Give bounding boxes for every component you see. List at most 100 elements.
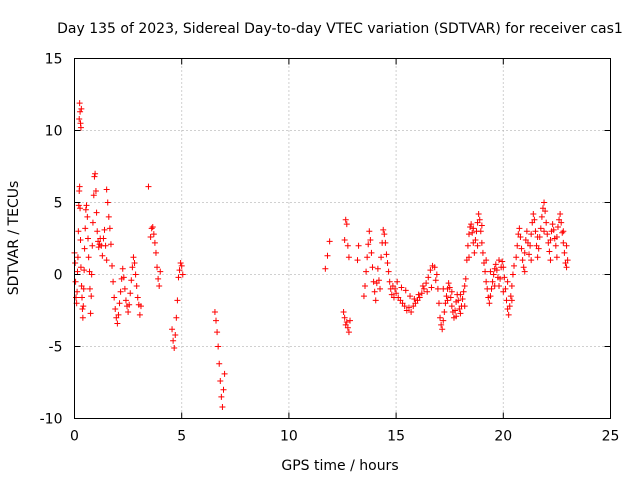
data-point xyxy=(179,271,186,278)
data-point xyxy=(509,271,516,278)
data-point xyxy=(490,271,497,278)
data-point xyxy=(564,257,571,264)
data-point xyxy=(360,293,367,300)
data-point xyxy=(478,239,485,246)
data-point xyxy=(407,293,414,300)
data-point xyxy=(74,268,81,275)
data-point xyxy=(497,275,504,282)
data-point xyxy=(82,225,89,232)
data-point xyxy=(114,320,121,327)
data-point xyxy=(479,249,486,256)
data-point xyxy=(343,319,350,326)
data-point xyxy=(174,297,181,304)
data-point xyxy=(384,259,391,266)
data-point xyxy=(82,206,89,213)
data-point xyxy=(371,288,378,295)
data-point xyxy=(482,268,489,275)
data-point xyxy=(513,254,520,261)
plot-frame xyxy=(74,58,611,419)
x-tick-label: 15 xyxy=(387,429,405,445)
data-point xyxy=(110,278,117,285)
data-point xyxy=(518,245,525,252)
data-point xyxy=(105,213,112,220)
data-point xyxy=(367,236,374,243)
data-point xyxy=(471,249,478,256)
data-point xyxy=(112,306,119,313)
data-point xyxy=(354,257,361,264)
data-point xyxy=(175,274,182,281)
data-point xyxy=(77,124,84,131)
data-point xyxy=(128,277,135,284)
data-point xyxy=(382,239,389,246)
data-point xyxy=(483,257,490,264)
data-point xyxy=(177,259,184,266)
data-point xyxy=(433,271,440,278)
data-point xyxy=(503,297,510,304)
data-point xyxy=(435,300,442,307)
data-point xyxy=(432,277,439,284)
data-point xyxy=(514,242,521,249)
data-point xyxy=(464,242,471,249)
data-point xyxy=(558,219,565,226)
data-point xyxy=(80,285,87,292)
data-point xyxy=(84,213,91,220)
data-point xyxy=(434,285,441,292)
data-point xyxy=(103,186,110,193)
data-point xyxy=(427,267,434,274)
data-point xyxy=(448,303,455,310)
data-point xyxy=(365,241,372,248)
data-point xyxy=(523,228,530,235)
data-point xyxy=(528,231,535,238)
data-point xyxy=(74,288,81,295)
data-point xyxy=(341,236,348,243)
data-point xyxy=(72,259,79,266)
data-point xyxy=(77,205,84,212)
data-point xyxy=(347,317,354,324)
data-point xyxy=(538,213,545,220)
data-point xyxy=(132,271,139,278)
data-point xyxy=(77,264,84,271)
data-point xyxy=(547,257,554,264)
data-point xyxy=(424,288,431,295)
data-point xyxy=(363,268,370,275)
grid-lines xyxy=(74,58,611,419)
data-point xyxy=(437,314,444,321)
data-point xyxy=(398,284,405,291)
data-point xyxy=(557,211,564,218)
data-point xyxy=(75,228,82,235)
data-point xyxy=(370,278,377,285)
data-point xyxy=(448,288,455,295)
x-tick-label: 25 xyxy=(602,429,620,445)
data-point xyxy=(122,297,129,304)
data-point xyxy=(77,236,84,243)
data-point xyxy=(419,283,426,290)
data-point xyxy=(469,229,476,236)
y-tick-label: 10 xyxy=(45,124,63,140)
data-point xyxy=(476,216,483,223)
data-point xyxy=(547,236,554,243)
data-point xyxy=(489,278,496,285)
data-point xyxy=(496,257,503,264)
data-point xyxy=(342,216,349,223)
data-point xyxy=(134,294,141,301)
data-point xyxy=(154,264,161,271)
data-point xyxy=(322,265,329,272)
x-tick-label: 10 xyxy=(280,429,298,445)
data-point xyxy=(77,108,84,115)
data-point xyxy=(88,293,95,300)
data-point xyxy=(81,245,88,252)
data-point xyxy=(91,173,98,180)
data-point xyxy=(440,285,447,292)
data-point xyxy=(521,268,528,275)
data-point xyxy=(156,283,163,290)
data-point xyxy=(385,268,392,275)
data-point xyxy=(519,257,526,264)
data-point xyxy=(76,115,83,122)
data-point xyxy=(380,226,387,233)
data-point xyxy=(516,225,523,232)
data-point xyxy=(369,264,376,271)
data-point xyxy=(478,222,485,229)
data-point xyxy=(546,248,553,255)
data-point xyxy=(93,209,100,216)
